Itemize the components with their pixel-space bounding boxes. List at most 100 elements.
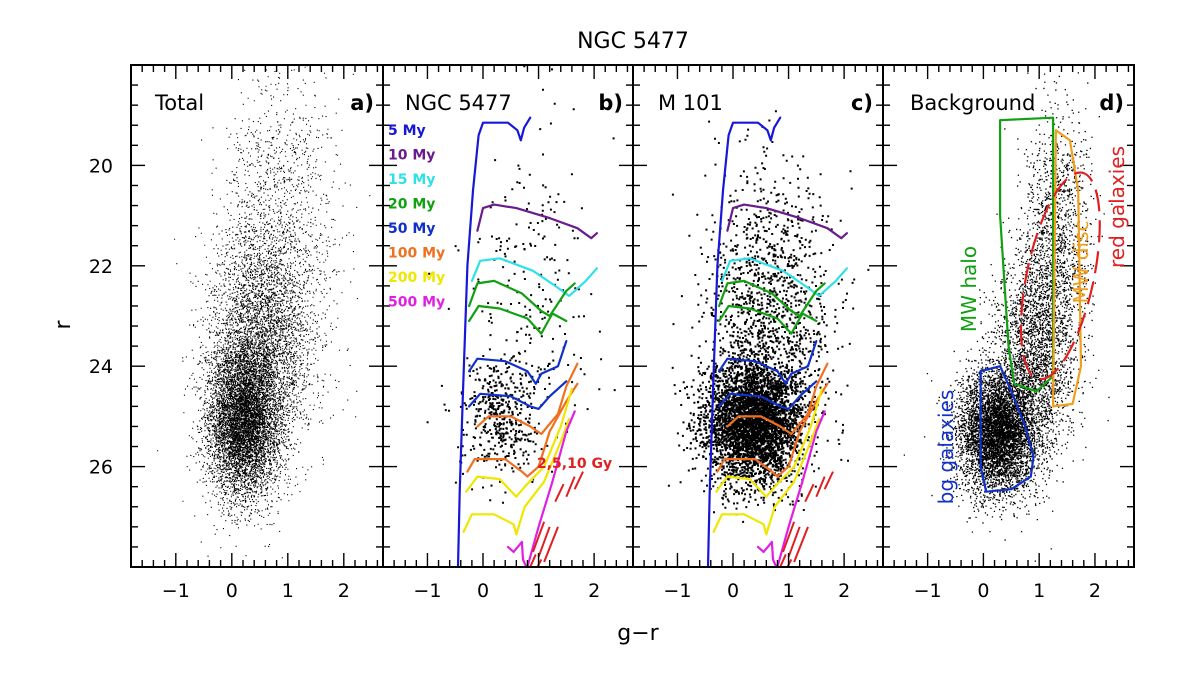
isochrone-200-my xyxy=(465,387,573,498)
isochrone-20-my-2- xyxy=(468,304,568,335)
old-isochrone-dash xyxy=(543,526,559,563)
x-tick-label: 0 xyxy=(727,580,739,602)
star-points xyxy=(426,65,616,504)
x-tick-label: −1 xyxy=(663,580,691,602)
label-bg-galaxies: bg galaxies xyxy=(934,390,958,505)
label-mw-disc: MW disc xyxy=(1069,220,1093,303)
old-isochrone-dash xyxy=(565,476,576,498)
legend-entry: 10 My xyxy=(388,148,435,164)
old-isochrone-dash xyxy=(823,471,834,490)
legend-entry: 5 My xyxy=(388,123,426,139)
star-cloud xyxy=(903,72,1113,562)
old-isochrone-dash xyxy=(554,483,565,503)
label-mw-halo: MW halo xyxy=(957,246,981,332)
old-isochrone-dash xyxy=(787,526,801,558)
panel-m101: −1 0 1 2 M 101 c) xyxy=(632,64,884,602)
isochrone-500-my-2- xyxy=(776,410,826,569)
isochrone-100-my xyxy=(726,362,829,436)
legend-entry: 100 My xyxy=(388,246,445,262)
panel-label: c) xyxy=(851,91,873,115)
isochrone-lines xyxy=(706,116,848,569)
star-points xyxy=(903,72,1113,562)
x-axis-label: g−r xyxy=(617,621,659,646)
isochrone-10-my xyxy=(476,203,598,240)
old-isochrone-dash xyxy=(532,521,546,553)
label-red-galaxies: red galaxies xyxy=(1105,146,1129,268)
legend-entry: 15 My xyxy=(388,172,435,188)
isochrone-15-my xyxy=(470,257,598,297)
x-tick-label: 1 xyxy=(533,580,545,602)
old-isochrone-dash xyxy=(793,526,809,563)
x-tick-label: 1 xyxy=(1033,580,1045,602)
y-tick-label: 26 xyxy=(89,457,113,479)
old-isochrones-dashed xyxy=(779,471,834,568)
old-isochrone-dash xyxy=(782,521,796,553)
x-tick-label: 2 xyxy=(588,580,600,602)
isochrone-10-my xyxy=(726,203,848,240)
isochrone-200-my-2- xyxy=(712,417,821,536)
old-isochrones-label: 2,5,10 Gy xyxy=(537,456,612,472)
panel-title: NGC 5477 xyxy=(405,91,512,115)
y-axis-label: r xyxy=(51,320,76,330)
isochrone-500-my xyxy=(756,540,778,569)
panel-total: −1 0 1 2 20 22 24 26 Total a) xyxy=(89,64,384,602)
old-isochrone-dash xyxy=(529,554,537,568)
population-regions xyxy=(979,116,1101,493)
isochrone-100-my-2- xyxy=(716,382,829,478)
isochrone-5-my xyxy=(456,116,532,569)
isochrone-500-my-2- xyxy=(526,410,576,569)
isochrone-500-my xyxy=(506,540,528,569)
region-MW-disc xyxy=(1052,129,1083,408)
isochrone-100-my xyxy=(476,362,579,436)
star-cloud xyxy=(667,110,870,523)
old-isochrone-dash xyxy=(804,483,815,503)
old-isochrone-dash xyxy=(537,526,551,558)
isochrone-legend: 5 My 10 My 15 My 20 My 50 My 100 My 200 My 500 … xyxy=(388,123,445,311)
x-tick-label: 1 xyxy=(783,580,795,602)
x-tick-label: 2 xyxy=(838,580,850,602)
old-isochrone-dash xyxy=(573,471,584,490)
isochrone-200-my-2- xyxy=(462,417,571,536)
region-bg-galaxies xyxy=(979,365,1035,493)
x-tick-label: −1 xyxy=(162,580,190,602)
isochrone-20-my-2- xyxy=(718,304,818,335)
panel-label: b) xyxy=(598,91,623,115)
x-tick-label: 0 xyxy=(226,580,238,602)
axis-ticks: −1 0 1 2 xyxy=(883,65,1134,602)
old-isochrones-dashed xyxy=(529,471,584,568)
star-cloud xyxy=(426,65,616,504)
panel-label: d) xyxy=(1099,91,1124,115)
isochrone-20-my xyxy=(718,279,826,318)
isochrone-50-my xyxy=(718,340,818,385)
region-MW-halo xyxy=(999,116,1055,393)
star-points xyxy=(667,110,870,523)
isochrone-15-my xyxy=(720,257,848,297)
legend-entry: 20 My xyxy=(388,197,435,213)
isochrone-50-my-2- xyxy=(468,380,568,410)
old-isochrone-dash xyxy=(779,554,787,568)
axis-ticks: −1 0 1 2 xyxy=(383,65,633,602)
x-tick-label: −1 xyxy=(914,580,942,602)
panel-frame xyxy=(632,64,884,568)
panel-ngc5477: −1 0 1 2 NGC 5477 b) 5 My 10 My 15 My 20 My 50 … xyxy=(382,64,634,602)
y-tick-label: 24 xyxy=(89,356,113,378)
panel-background: −1 0 1 2 Background d) MW halo MW disc red … xyxy=(882,64,1135,602)
x-tick-label: 2 xyxy=(338,580,350,602)
axis-ticks: −1 0 1 2 xyxy=(633,65,883,602)
panel-frame xyxy=(382,64,634,568)
region-red-galaxies xyxy=(1019,171,1101,381)
legend-entry: 200 My xyxy=(388,270,445,286)
x-tick-label: 1 xyxy=(282,580,294,602)
isochrone-lines xyxy=(456,116,598,569)
panel-title: M 101 xyxy=(658,91,723,115)
panel-label: a) xyxy=(350,91,374,115)
x-tick-label: 2 xyxy=(1089,580,1101,602)
isochrone-5-my xyxy=(706,116,782,569)
x-tick-label: −1 xyxy=(413,580,441,602)
star-points xyxy=(157,65,371,559)
x-tick-label: 0 xyxy=(977,580,989,602)
y-tick-label: 22 xyxy=(89,256,113,278)
isochrone-50-my-2- xyxy=(718,380,818,410)
old-isochrone-dash xyxy=(815,476,826,498)
